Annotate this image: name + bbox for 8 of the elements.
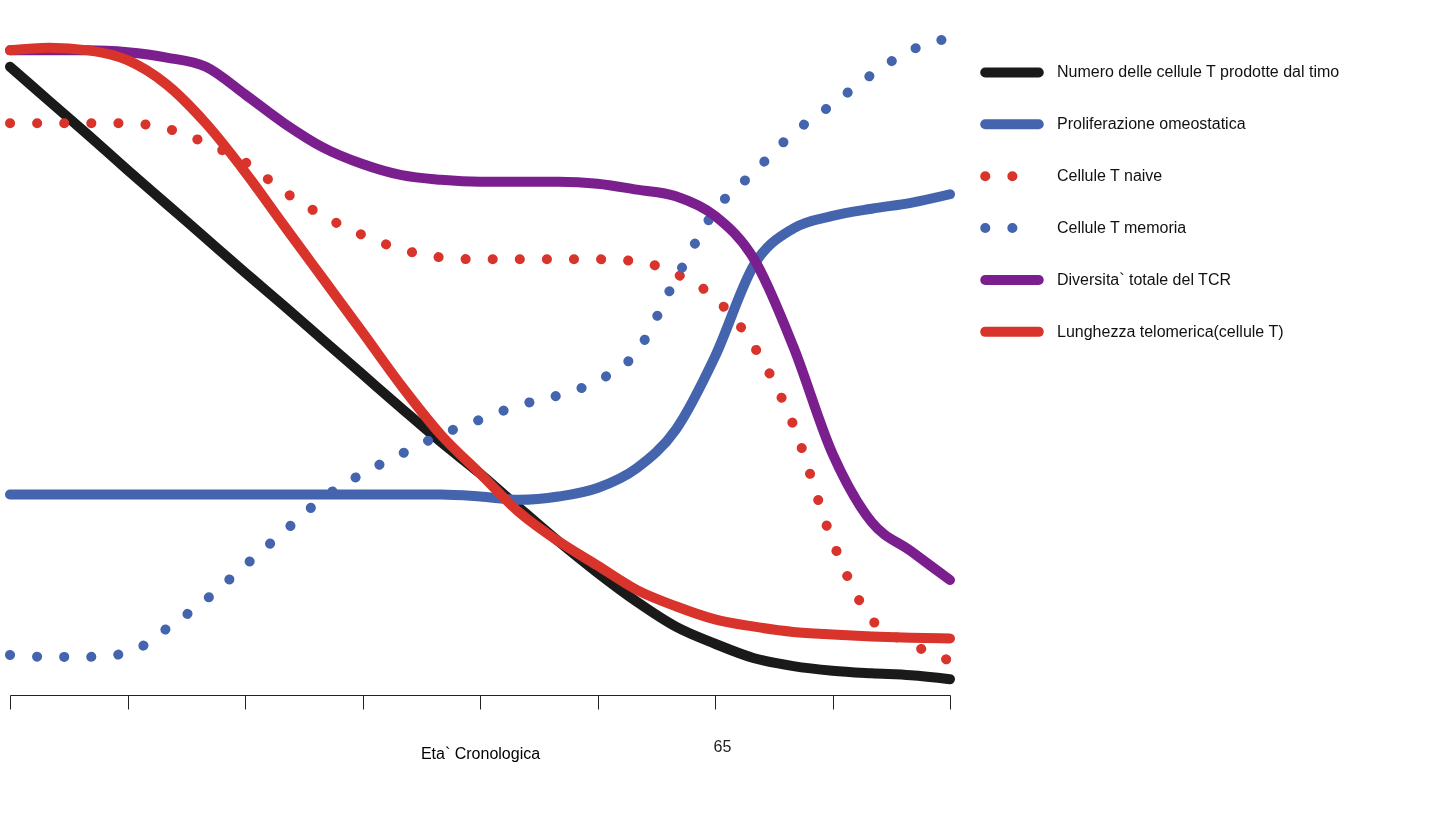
legend-label: Proliferazione omeostatica bbox=[1057, 115, 1246, 133]
legend-label: Cellule T memoria bbox=[1057, 219, 1187, 237]
text: 65 bbox=[713, 738, 732, 755]
legend-label: Numero delle cellule T prodotte dal timo bbox=[1057, 63, 1340, 81]
legend-label: Lunghezza telomerica(cellule T) bbox=[1057, 322, 1284, 340]
legend-label: Diversita` totale del TCR bbox=[1057, 270, 1231, 288]
legend-label: Cellule T naive bbox=[1057, 167, 1163, 185]
x-axis-title: Eta` Cronologica bbox=[420, 745, 541, 762]
